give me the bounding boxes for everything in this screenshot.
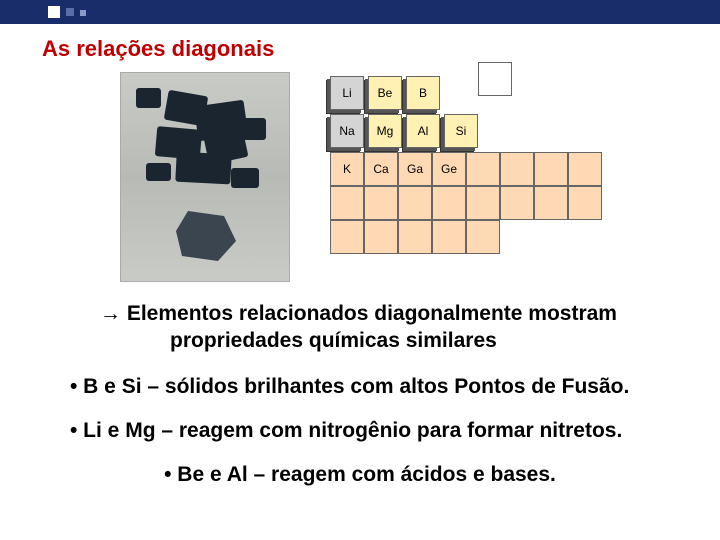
element-cell-empty (432, 186, 466, 220)
element-cell-empty (466, 186, 500, 220)
element-cell-empty (466, 220, 500, 254)
element-cell-empty (330, 186, 364, 220)
element-cell-mg: Mg (368, 114, 402, 148)
element-cell-empty (364, 220, 398, 254)
decor-square-1 (48, 6, 60, 18)
element-cell-be: Be (368, 76, 402, 110)
main-statement-line1: Elementos relacionados diagonalmente mos… (121, 302, 617, 325)
element-cell-ga: Ga (398, 152, 432, 186)
element-cell-al: Al (406, 114, 440, 148)
element-cell-empty (432, 220, 466, 254)
element-cell-na: Na (330, 114, 364, 148)
main-statement: → Elementos relacionados diagonalmente m… (40, 300, 680, 355)
element-cell-empty (398, 220, 432, 254)
periodic-table-fragment: LiBeB NaMgAlSi KCaGaGe (330, 76, 610, 266)
figures-row: LiBeB NaMgAlSi KCaGaGe (120, 72, 720, 282)
element-cell-k: K (330, 152, 364, 186)
element-cell-empty (330, 220, 364, 254)
body-text: → Elementos relacionados diagonalmente m… (0, 300, 720, 487)
element-cell-empty (568, 152, 602, 186)
element-cell-b: B (406, 76, 440, 110)
crystal-icon (176, 211, 236, 261)
bullet-b-si: • B e Si – sólidos brilhantes com altos … (40, 375, 680, 399)
element-cell-si: Si (444, 114, 478, 148)
element-cell-ge: Ge (432, 152, 466, 186)
element-cell-empty (478, 62, 512, 96)
rock-pile (136, 83, 276, 193)
main-statement-line2: propriedades químicas similares (100, 329, 497, 352)
decor-square-3 (80, 10, 86, 16)
element-cell-empty (500, 152, 534, 186)
element-cell-empty (534, 152, 568, 186)
element-cell-empty (398, 186, 432, 220)
mineral-photo (120, 72, 290, 282)
element-cell-empty (568, 186, 602, 220)
element-cell-empty (364, 186, 398, 220)
decor-square-2 (66, 8, 74, 16)
slide-top-bar (0, 0, 720, 24)
element-cell-empty (500, 186, 534, 220)
slide-title: As relações diagonais (0, 24, 720, 62)
bullet-li-mg: • Li e Mg – reagem com nitrogênio para f… (40, 419, 680, 443)
bullet-be-al: • Be e Al – reagem com ácidos e bases. (40, 463, 680, 487)
arrow-icon: → (100, 302, 121, 325)
element-cell-empty (466, 152, 500, 186)
element-cell-ca: Ca (364, 152, 398, 186)
element-cell-empty (534, 186, 568, 220)
element-cell-li: Li (330, 76, 364, 110)
